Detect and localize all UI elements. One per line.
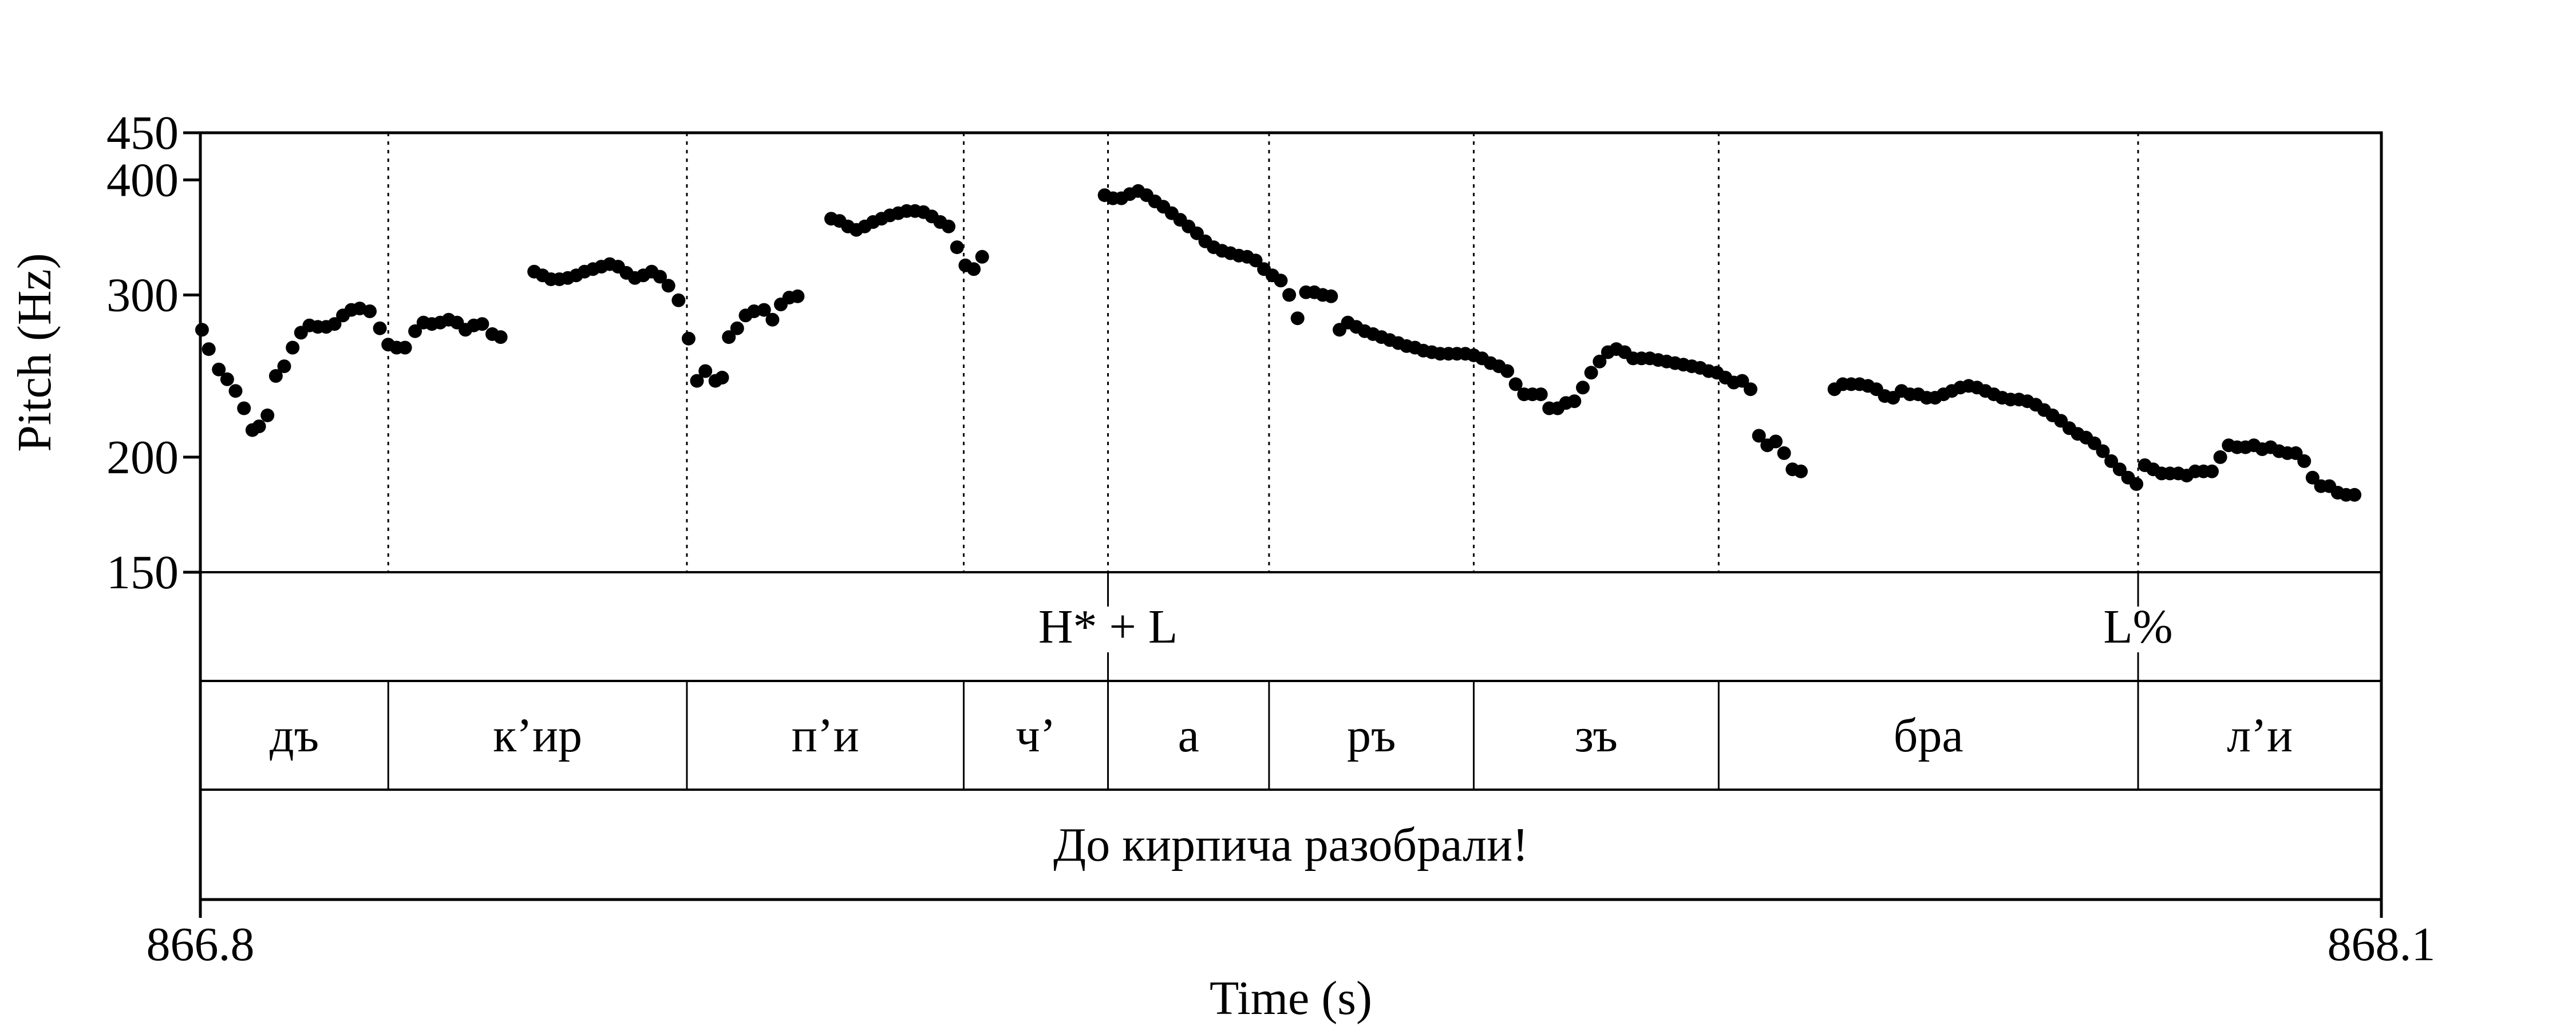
syllable-tier: дъ к’ир п’и ч’ а ръ зъ бра л’и <box>270 709 2293 762</box>
y-tick-label-400: 400 <box>106 153 179 207</box>
syllable-label-4: ч’ <box>1016 709 1056 762</box>
pitch-point-60 <box>722 330 736 344</box>
pitch-point-166 <box>1752 429 1766 443</box>
x-tick-label-start: 866.8 <box>147 918 255 971</box>
pitch-point-86 <box>967 262 981 276</box>
tone-tier: H* + L L% <box>1038 600 2173 653</box>
y-tick-label-200: 200 <box>106 431 179 484</box>
pitch-point-1 <box>195 323 209 337</box>
pitch-point-83 <box>942 219 956 233</box>
pitch-point-4 <box>220 372 234 386</box>
pitch-point-57 <box>698 364 713 378</box>
pitch-point-8 <box>252 419 266 434</box>
pitch-point-64 <box>757 303 771 317</box>
syllable-label-5: а <box>1178 709 1199 762</box>
pitch-point-22 <box>373 321 387 335</box>
pitch-point-54 <box>671 293 686 307</box>
tone-label-1: H* + L <box>1038 600 1178 653</box>
pitch-point-206 <box>2112 462 2127 477</box>
sentence-label: До кирпича разобрали! <box>1053 818 1528 871</box>
pitch-point-229 <box>2305 470 2320 485</box>
pitch-point-234 <box>2348 488 2362 502</box>
x-axis-title: Time (s) <box>1210 972 1372 1025</box>
pitch-point-11 <box>277 359 291 374</box>
syllable-label-7: зъ <box>1575 709 1618 762</box>
pitch-point-217 <box>2205 464 2219 478</box>
pitch-point-9 <box>260 408 275 422</box>
pitch-point-63 <box>747 304 761 318</box>
pitch-point-36 <box>493 330 508 344</box>
pitch-point-137 <box>1508 377 1523 391</box>
pitch-point-165 <box>1744 382 1757 397</box>
pitch-point-110 <box>1282 288 1297 302</box>
x-tick-label-end: 868.1 <box>2328 918 2436 971</box>
pitch-point-145 <box>1576 381 1590 395</box>
pitch-point-53 <box>661 279 675 293</box>
pitch-point-164 <box>1735 374 1749 388</box>
tone-label-2: L% <box>2103 600 2172 653</box>
pitch-point-136 <box>1500 364 1515 378</box>
pitch-point-171 <box>1794 464 1808 478</box>
pitch-point-169 <box>1777 446 1791 460</box>
tier-frames <box>199 131 2383 918</box>
pitch-point-204 <box>2096 444 2110 458</box>
syllable-label-1: дъ <box>270 709 319 762</box>
pitch-point-3 <box>212 362 226 377</box>
pitch-point-208 <box>2129 477 2144 491</box>
pitch-point-218 <box>2213 450 2227 464</box>
syllable-label-2: к’ир <box>493 709 582 762</box>
pitch-point-84 <box>950 240 964 255</box>
pitch-point-109 <box>1274 274 1288 288</box>
pitch-point-228 <box>2297 454 2312 468</box>
syllable-label-6: ръ <box>1347 709 1396 762</box>
y-tick-label-450: 450 <box>106 106 179 160</box>
pitch-point-111 <box>1290 311 1305 326</box>
pitch-point-68 <box>791 289 805 303</box>
pitch-point-26 <box>408 324 422 338</box>
y-tick-label-300: 300 <box>106 268 179 322</box>
pitch-point-34 <box>475 317 489 331</box>
pitch-point-17 <box>327 317 342 331</box>
pitch-point-25 <box>398 340 412 355</box>
pitch-point-21 <box>363 304 377 318</box>
pitch-points <box>195 184 2362 502</box>
pitch-point-10 <box>268 369 283 383</box>
pitch-point-115 <box>1324 289 1338 303</box>
pitch-point-52 <box>653 270 667 284</box>
pitch-point-55 <box>681 331 696 346</box>
syllable-boundaries <box>387 133 2139 790</box>
pitch-point-65 <box>765 312 780 327</box>
pitch-point-140 <box>1534 387 1548 402</box>
y-tick-label-150: 150 <box>106 546 179 599</box>
pitch-point-147 <box>1593 354 1607 369</box>
pitch-point-205 <box>2104 454 2119 468</box>
pitch-point-12 <box>286 340 300 355</box>
syllable-label-8: бра <box>1894 709 1963 762</box>
syllable-label-3: п’и <box>792 709 859 762</box>
pitch-point-5 <box>228 384 243 398</box>
pitch-point-106 <box>1249 253 1263 268</box>
pitch-point-87 <box>975 249 989 264</box>
outer-frame <box>199 131 2383 901</box>
pitch-point-56 <box>690 374 704 388</box>
pitch-point-146 <box>1584 366 1598 380</box>
pitch-point-59 <box>715 370 729 385</box>
pitch-point-61 <box>730 321 744 335</box>
syllable-label-9: л’и <box>2227 709 2293 762</box>
pitch-point-6 <box>237 401 251 415</box>
pitch-point-168 <box>1769 434 1783 449</box>
pitch-point-144 <box>1567 394 1582 409</box>
pitch-point-2 <box>202 342 216 356</box>
y-axis-title: Pitch (Hz) <box>8 253 61 452</box>
